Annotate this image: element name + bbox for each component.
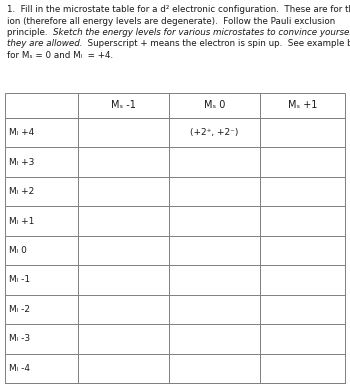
Text: Mₗ +4: Mₗ +4 — [9, 128, 34, 137]
Text: (+2⁺, +2⁻): (+2⁺, +2⁻) — [190, 128, 239, 137]
Text: Mₗ +3: Mₗ +3 — [9, 158, 34, 167]
Text: principle.: principle. — [7, 28, 53, 37]
Text: Mₛ 0: Mₛ 0 — [204, 100, 225, 111]
Text: 1.  Fill in the microstate table for a d² electronic configuration.  These are f: 1. Fill in the microstate table for a d²… — [7, 5, 350, 14]
Text: Mₗ -1: Mₗ -1 — [9, 275, 30, 284]
Text: Superscript + means the electron is spin up.  See example below: Superscript + means the electron is spin… — [83, 40, 350, 48]
Text: Mₛ -1: Mₛ -1 — [111, 100, 136, 111]
Bar — [5, 93, 345, 383]
Text: for Mₛ = 0 and Mₗ  = +4.: for Mₛ = 0 and Mₗ = +4. — [7, 51, 113, 60]
Text: Mₗ +1: Mₗ +1 — [9, 217, 34, 225]
Text: they are allowed.: they are allowed. — [7, 40, 83, 48]
Text: Sketch the energy levels for various microstates to convince yourself that: Sketch the energy levels for various mic… — [53, 28, 350, 37]
Text: Mₗ -4: Mₗ -4 — [9, 364, 30, 373]
Text: Mₗ -3: Mₗ -3 — [9, 334, 30, 343]
Text: Mₗ +2: Mₗ +2 — [9, 187, 34, 196]
Text: Mₛ +1: Mₛ +1 — [288, 100, 317, 111]
Text: ion (therefore all energy levels are degenerate).  Follow the Pauli exclusion: ion (therefore all energy levels are deg… — [7, 17, 335, 26]
Text: Mₗ -2: Mₗ -2 — [9, 305, 30, 314]
Text: Mₗ 0: Mₗ 0 — [9, 246, 27, 255]
